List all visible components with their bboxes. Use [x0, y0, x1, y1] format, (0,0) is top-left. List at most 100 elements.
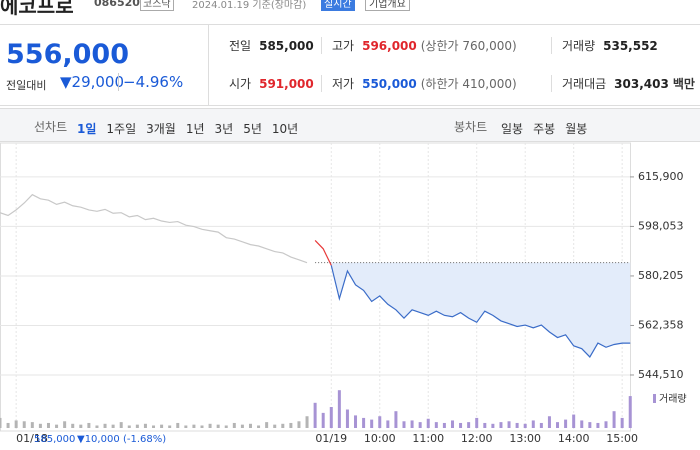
volume-bar — [30, 422, 34, 428]
market-badge: 코스닥 — [140, 0, 174, 11]
volume-bar — [119, 422, 123, 428]
change: ▼29,000 — [60, 73, 125, 91]
period-tab[interactable]: 1년 — [185, 122, 205, 136]
volume-bar — [531, 420, 535, 428]
candle-tab[interactable]: 주봉 — [533, 122, 556, 136]
tab-bar: 선차트 1일 1주일 3개월 1년 3년 5년 10년 봉차트 일봉 주봉 월봉 — [0, 108, 700, 142]
volume-bar — [402, 421, 406, 428]
volume-legend: 거래량 — [659, 393, 687, 405]
volume-bar — [168, 425, 172, 428]
volume-legend-swatch — [653, 394, 656, 403]
candle-tab[interactable]: 일봉 — [501, 122, 524, 136]
volume-bar — [127, 425, 131, 428]
x-tick-label: 15:00 — [606, 432, 638, 445]
volume-bar — [362, 417, 366, 428]
stock-code: 086520 — [94, 0, 140, 9]
volume-bar — [240, 424, 244, 428]
volume-bar — [410, 420, 414, 428]
x-tick-label: 11:00 — [412, 432, 444, 445]
stat-label: 시가 — [229, 77, 252, 91]
x-tick-label: 13:00 — [509, 432, 541, 445]
volume-bar — [450, 420, 454, 428]
stat-label: 저가 — [332, 77, 355, 91]
stat-value: 585,000 — [259, 39, 314, 53]
volume-bar — [434, 422, 438, 428]
price-line — [330, 265, 631, 358]
volume-bar — [160, 424, 164, 428]
y-tick-label: 615,900 — [638, 170, 684, 183]
prev-info: ▼10,000 — [77, 434, 120, 445]
stat: 고가 596,000 (상한가 760,000) — [321, 37, 517, 54]
stat-label: 거래량 — [562, 39, 596, 53]
volume-bar — [459, 422, 463, 428]
volume-bar — [152, 425, 156, 428]
change-label: 전일대비 — [6, 79, 47, 92]
stat-label: 전일 — [229, 39, 252, 53]
volume-bar — [507, 421, 511, 428]
volume-bar — [523, 423, 527, 428]
area-fill — [331, 262, 631, 357]
volume-bar — [475, 417, 479, 428]
stat: 저가 550,000 (하한가 410,000) — [321, 75, 517, 92]
volume-bar — [111, 424, 115, 428]
volume-bar — [281, 423, 285, 428]
volume-bar — [418, 422, 422, 428]
x-tick-label: 01/19 — [315, 432, 347, 445]
quote-box: 556,000 전일대비 ▼29,000 −4.96% — [0, 24, 208, 106]
change-pct: −4.96% — [118, 73, 183, 91]
period-tab[interactable]: 3년 — [214, 122, 234, 136]
x-tick-label: 10:00 — [364, 432, 396, 445]
stat-label: 거래대금 — [562, 77, 607, 91]
stat-value: 596,000 — [362, 39, 417, 53]
price: 556,000 — [6, 39, 129, 70]
stat-value: 550,000 — [362, 77, 417, 91]
period-tab[interactable]: 5년 — [243, 122, 262, 136]
y-tick-label: 598,053 — [638, 219, 684, 232]
volume-bar — [273, 424, 277, 428]
line-tabs: 1일 1주일 3개월 1년 3년 5년 10년 — [77, 118, 308, 137]
volume-bar — [329, 407, 333, 428]
volume-bar — [22, 421, 26, 428]
volume-bar — [248, 423, 252, 428]
volume-bar — [208, 423, 212, 428]
price-line — [314, 240, 332, 266]
stat-note: (하한가 410,000) — [420, 77, 517, 91]
stat: 시가 591,000 — [229, 75, 314, 92]
prev-info: (-1.68%) — [123, 434, 166, 445]
volume-bar — [345, 409, 349, 428]
volume-bar — [87, 422, 91, 428]
date: 2024.01.19 기준(장마감) — [192, 0, 307, 11]
y-tick-label: 580,205 — [638, 269, 684, 282]
stat-note: (상한가 760,000) — [420, 39, 517, 53]
volume-bar — [71, 423, 75, 428]
stat-value: 303,403 — [614, 77, 669, 91]
period-tab[interactable]: 3개월 — [146, 122, 176, 136]
stat-value: 535,552 — [603, 39, 658, 53]
volume-bar — [200, 425, 204, 428]
volume-bar — [628, 396, 632, 428]
candle-tab[interactable]: 월봉 — [565, 122, 588, 136]
realtime-button[interactable]: 실시간 — [321, 0, 355, 11]
stat: 전일 585,000 — [229, 37, 314, 54]
period-tab[interactable]: 10년 — [271, 122, 299, 136]
period-tab[interactable]: 1일 — [77, 122, 97, 136]
candle-tabs: 일봉 주봉 월봉 — [501, 118, 597, 137]
volume-bar — [103, 423, 107, 428]
volume-bar — [564, 419, 568, 428]
stat: 거래대금 303,403 백만 — [551, 75, 695, 92]
volume-bar — [184, 425, 188, 428]
stock-name: 에코프로 — [0, 0, 74, 18]
company-dropdown[interactable]: 기업개요 — [365, 0, 410, 11]
candle-chart-label: 봉차트 — [454, 120, 488, 134]
volume-bar — [79, 424, 83, 428]
volume-bar — [515, 422, 519, 428]
volume-bar — [289, 422, 293, 428]
stats: 전일 585,000 고가 596,000 (상한가 760,000) 거래량 535,55… — [208, 24, 700, 106]
period-tab[interactable]: 1주일 — [106, 122, 137, 136]
volume-bar — [321, 412, 325, 428]
stat-label: 고가 — [332, 39, 355, 53]
volume-bar — [297, 421, 301, 428]
volume-bar — [135, 424, 139, 428]
y-tick-label: 562,358 — [638, 318, 684, 331]
